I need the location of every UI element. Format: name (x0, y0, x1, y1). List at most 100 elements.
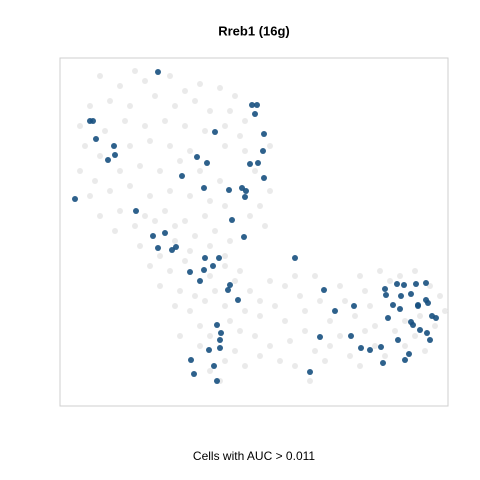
point (187, 308, 193, 314)
point (242, 194, 248, 200)
point (317, 334, 323, 340)
point (177, 333, 183, 339)
point (433, 315, 439, 321)
point (232, 278, 238, 284)
point (93, 136, 99, 142)
point (227, 318, 233, 324)
point (247, 288, 253, 294)
point (327, 318, 333, 324)
point (150, 233, 156, 239)
point (112, 152, 118, 158)
point (212, 288, 218, 294)
point (367, 303, 373, 309)
point (212, 228, 218, 234)
point (97, 73, 103, 79)
point (90, 118, 96, 124)
point (302, 308, 308, 314)
point (232, 93, 238, 99)
chart-title: Rreb1 (16g) (218, 23, 290, 38)
point (194, 154, 200, 160)
point (277, 358, 283, 364)
point (367, 347, 373, 353)
point (172, 238, 178, 244)
point (207, 198, 213, 204)
point (107, 188, 113, 194)
point (207, 108, 213, 114)
point (222, 263, 228, 269)
point (257, 353, 263, 359)
point (167, 268, 173, 274)
point (107, 98, 113, 104)
point (87, 103, 93, 109)
point (207, 333, 213, 339)
point (357, 363, 363, 369)
point (157, 253, 163, 259)
point (292, 255, 298, 261)
point (397, 273, 403, 279)
point (147, 263, 153, 269)
point (282, 318, 288, 324)
point (249, 102, 255, 108)
point (402, 357, 408, 363)
point (197, 343, 203, 349)
point (347, 353, 353, 359)
point (227, 108, 233, 114)
point (282, 283, 288, 289)
point (261, 175, 267, 181)
point (210, 263, 216, 269)
point (262, 223, 268, 229)
point (380, 360, 386, 366)
point (214, 378, 220, 384)
point (197, 81, 203, 87)
point (402, 343, 408, 349)
point (217, 345, 223, 351)
point (207, 273, 213, 279)
plot-frame (59, 57, 449, 407)
point (267, 188, 273, 194)
point (197, 168, 203, 174)
point (422, 348, 428, 354)
point (133, 208, 139, 214)
point (397, 306, 403, 312)
point (378, 344, 384, 350)
point (401, 282, 407, 288)
point (72, 196, 78, 202)
point (204, 160, 210, 166)
point (267, 343, 273, 349)
point (202, 128, 208, 134)
point (162, 208, 168, 214)
point (226, 187, 232, 193)
point (222, 303, 228, 309)
point (352, 313, 358, 319)
point (254, 102, 260, 108)
point (216, 255, 222, 261)
point (423, 297, 429, 303)
point (337, 283, 343, 289)
point (77, 168, 83, 174)
point (127, 103, 133, 109)
point (292, 273, 298, 279)
point (243, 188, 249, 194)
point (351, 303, 357, 309)
point (112, 228, 118, 234)
point (97, 153, 103, 159)
point (155, 245, 161, 251)
point (155, 69, 161, 75)
point (162, 230, 168, 236)
point (255, 160, 261, 166)
point (218, 330, 224, 336)
point (142, 123, 148, 129)
point (177, 158, 183, 164)
point (321, 287, 327, 293)
point (202, 255, 208, 261)
point (201, 185, 207, 191)
point (212, 129, 218, 135)
point (167, 73, 173, 79)
point (424, 330, 430, 336)
point (437, 293, 443, 299)
point (261, 131, 267, 137)
point (417, 327, 423, 333)
point (232, 348, 238, 354)
point (415, 303, 421, 309)
point (322, 358, 328, 364)
